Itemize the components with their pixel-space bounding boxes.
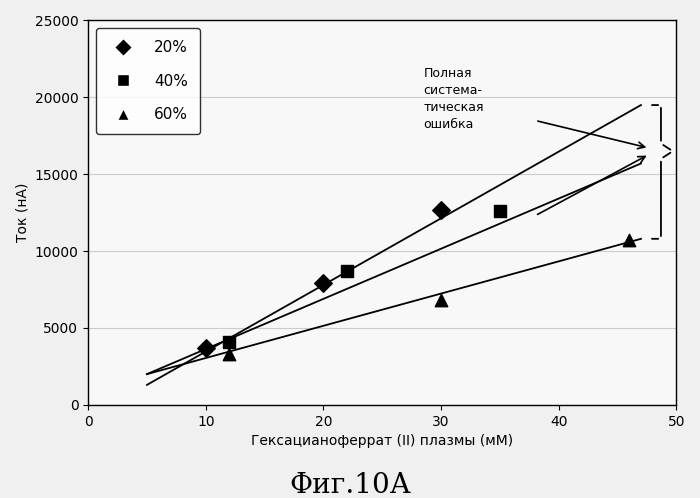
60% xyxy=(435,296,447,304)
Legend: 20%, 40%, 60%: 20%, 40%, 60% xyxy=(96,28,200,134)
20% xyxy=(435,206,447,214)
Text: Фиг.10А: Фиг.10А xyxy=(289,472,411,498)
60% xyxy=(624,237,635,245)
40% xyxy=(224,338,235,346)
X-axis label: Гексацианоферрат (II) плазмы (мМ): Гексацианоферрат (II) плазмы (мМ) xyxy=(251,434,513,448)
20% xyxy=(318,279,329,287)
Y-axis label: Ток (нА): Ток (нА) xyxy=(15,183,29,243)
60% xyxy=(224,350,235,358)
20% xyxy=(200,344,211,352)
40% xyxy=(494,207,505,215)
40% xyxy=(342,267,353,275)
Text: Полная
система-
тическая
ошибка: Полная система- тическая ошибка xyxy=(424,67,484,130)
